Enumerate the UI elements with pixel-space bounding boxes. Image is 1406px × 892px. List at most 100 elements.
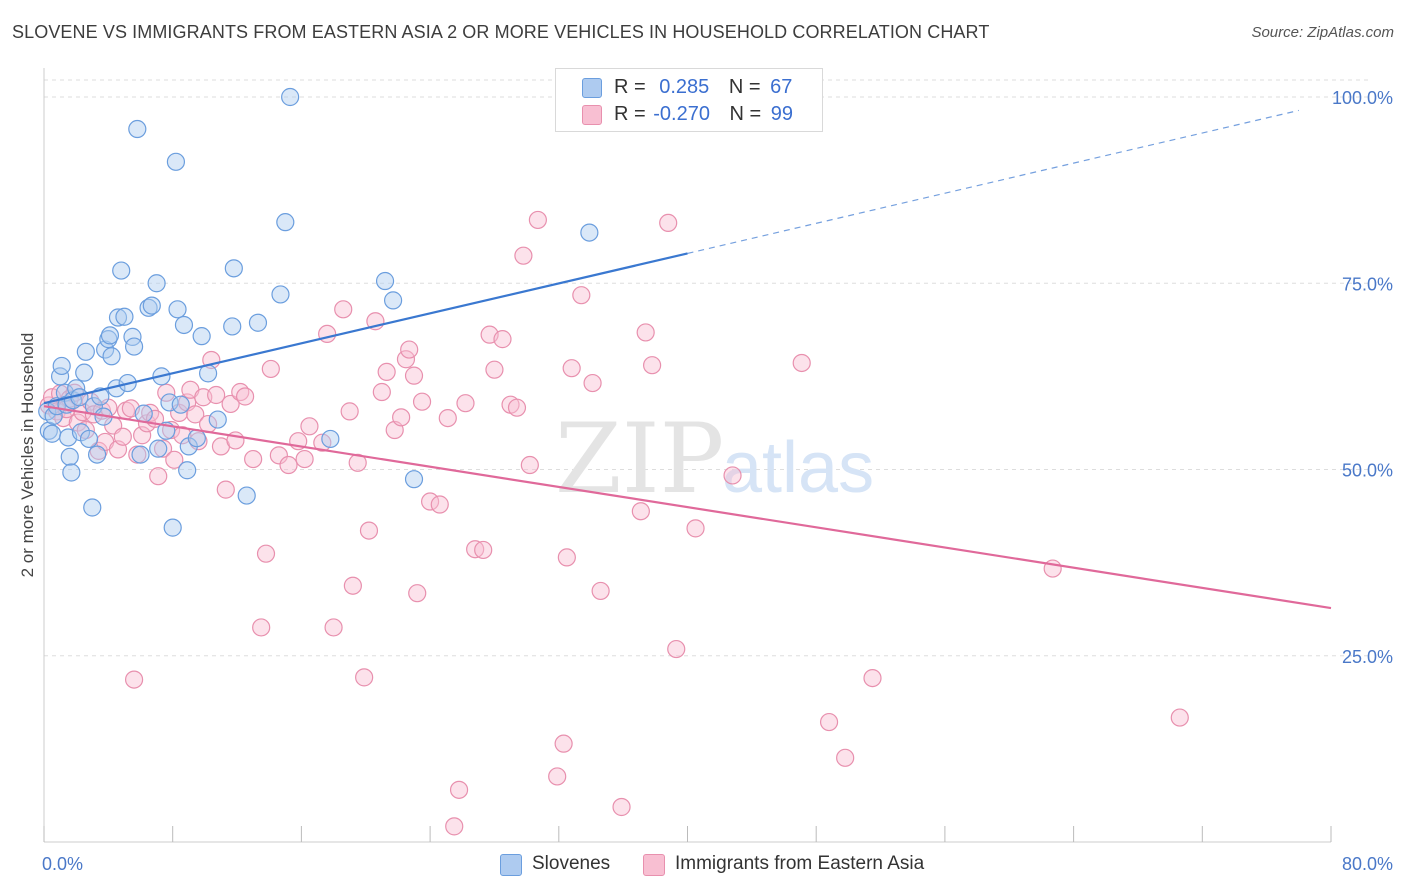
legend-n-value: 67: [770, 76, 793, 98]
immigrants-point: [295, 449, 314, 469]
immigrants-point: [514, 246, 533, 265]
immigrants-point: [562, 359, 581, 378]
slovenes-point: [62, 463, 81, 482]
legend-n-label: N =: [728, 76, 761, 98]
slovenes-point: [115, 307, 134, 326]
slovenes-point: [178, 461, 197, 480]
immigrants-point: [396, 350, 416, 369]
grid-lines: [44, 79, 1371, 657]
immigrants-point: [189, 432, 208, 451]
slovenes-point: [147, 274, 166, 293]
immigrants-point: [165, 450, 184, 469]
source-credit: Source: ZipAtlas.com: [1251, 24, 1394, 41]
x-tick-label: 0.0%: [42, 854, 83, 874]
immigrants-point: [659, 213, 678, 233]
immigrants-point: [819, 712, 839, 732]
slovenes-point: [142, 296, 161, 315]
immigrants-point: [256, 544, 276, 563]
immigrants-point: [334, 300, 353, 319]
slovenes-point: [139, 298, 158, 317]
slovenes-point: [375, 271, 395, 291]
immigrants-point: [643, 356, 662, 375]
immigrants-point: [583, 373, 602, 393]
immigrants-point: [153, 439, 173, 458]
immigrants-point: [235, 387, 255, 406]
slovenes-point: [224, 259, 243, 278]
correlation-legend: R = 0.285 N = 67 R = -0.270 N = 99: [555, 68, 823, 132]
immigrants-point: [863, 668, 882, 688]
tick-labels: 25.0% 50.0% 75.0% 100.0% 0.0% 80.0%: [42, 88, 1393, 874]
immigrants-point: [572, 286, 591, 305]
immigrants-point: [557, 548, 576, 567]
immigrants-point: [377, 362, 396, 382]
immigrants-point: [244, 449, 263, 469]
y-tick-label: 75.0%: [1342, 274, 1393, 294]
slovenes-point: [134, 404, 153, 423]
slovenes-point: [100, 326, 120, 345]
immigrants-point: [554, 734, 573, 753]
y-tick-label: 25.0%: [1342, 647, 1393, 667]
legend-r-value: -0.270: [653, 103, 710, 125]
immigrants-point: [404, 366, 424, 385]
slovenes-point: [76, 342, 95, 361]
slovenes-point: [248, 313, 268, 332]
series-legend: Slovenes Immigrants from Eastern Asia: [0, 852, 1406, 878]
swatch-slovenes: [500, 854, 522, 876]
immigrants-point: [300, 417, 319, 436]
slovenes-point: [160, 393, 179, 412]
immigrants-point: [591, 581, 610, 601]
immigrants-point: [430, 495, 449, 514]
immigrants-point: [133, 426, 152, 445]
immigrants-point: [520, 455, 539, 475]
legend-swatch-blue: [582, 78, 602, 98]
immigrants-point: [412, 392, 432, 411]
immigrants-point: [474, 540, 493, 560]
immigrants-point: [392, 408, 411, 427]
slovenes-point: [187, 429, 206, 448]
immigrants-point: [686, 519, 705, 538]
slovenes-point: [163, 518, 182, 537]
zipatlas-watermark: ZIP atlas: [555, 403, 874, 515]
slovenes-point: [79, 429, 99, 449]
immigrants-point: [1170, 708, 1189, 727]
immigrants-point: [359, 521, 379, 540]
immigrants-point: [216, 480, 235, 499]
slovenes-point: [91, 387, 110, 406]
slovenes-point: [42, 424, 62, 443]
slovenes-point: [83, 498, 102, 517]
immigrants-point: [207, 385, 226, 405]
immigrants-point: [445, 817, 464, 836]
y-tick-label: 100.0%: [1332, 88, 1393, 108]
slovenes-point: [171, 395, 190, 414]
slovenes-point: [404, 470, 424, 489]
immigrants-point: [493, 330, 512, 349]
chart-title: SLOVENE VS IMMIGRANTS FROM EASTERN ASIA …: [12, 22, 990, 42]
y-tick-label: 50.0%: [1342, 461, 1393, 481]
immigrants-point: [157, 383, 176, 402]
immigrants-point: [318, 324, 337, 344]
immigrants-point: [631, 502, 650, 521]
immigrants-point: [355, 668, 374, 687]
legend-r-value: 0.285: [659, 76, 710, 98]
slovenes-trend-extension: [687, 109, 1299, 255]
slovenes-point: [383, 291, 403, 310]
immigrants-trend-line: [43, 405, 1332, 610]
immigrants-point: [141, 403, 160, 422]
slovenes-point: [131, 445, 150, 464]
slovenes-point: [208, 410, 227, 429]
immigrants-point: [723, 466, 742, 485]
slovenes-point: [168, 300, 187, 319]
legend-n-value: 99: [770, 103, 794, 125]
immigrants-point: [279, 455, 298, 475]
legend-r-label: R =: [614, 103, 646, 125]
immigrants-point: [548, 767, 567, 786]
immigrants-point: [485, 360, 504, 379]
immigrants-point: [528, 210, 547, 230]
immigrants-point: [343, 576, 362, 595]
slovenes-point: [223, 317, 242, 336]
immigrants-point: [456, 394, 475, 413]
axes: [43, 68, 1332, 843]
slovenes-point: [174, 315, 194, 335]
slovenes-point: [276, 213, 295, 232]
slovenes-point: [60, 447, 79, 466]
